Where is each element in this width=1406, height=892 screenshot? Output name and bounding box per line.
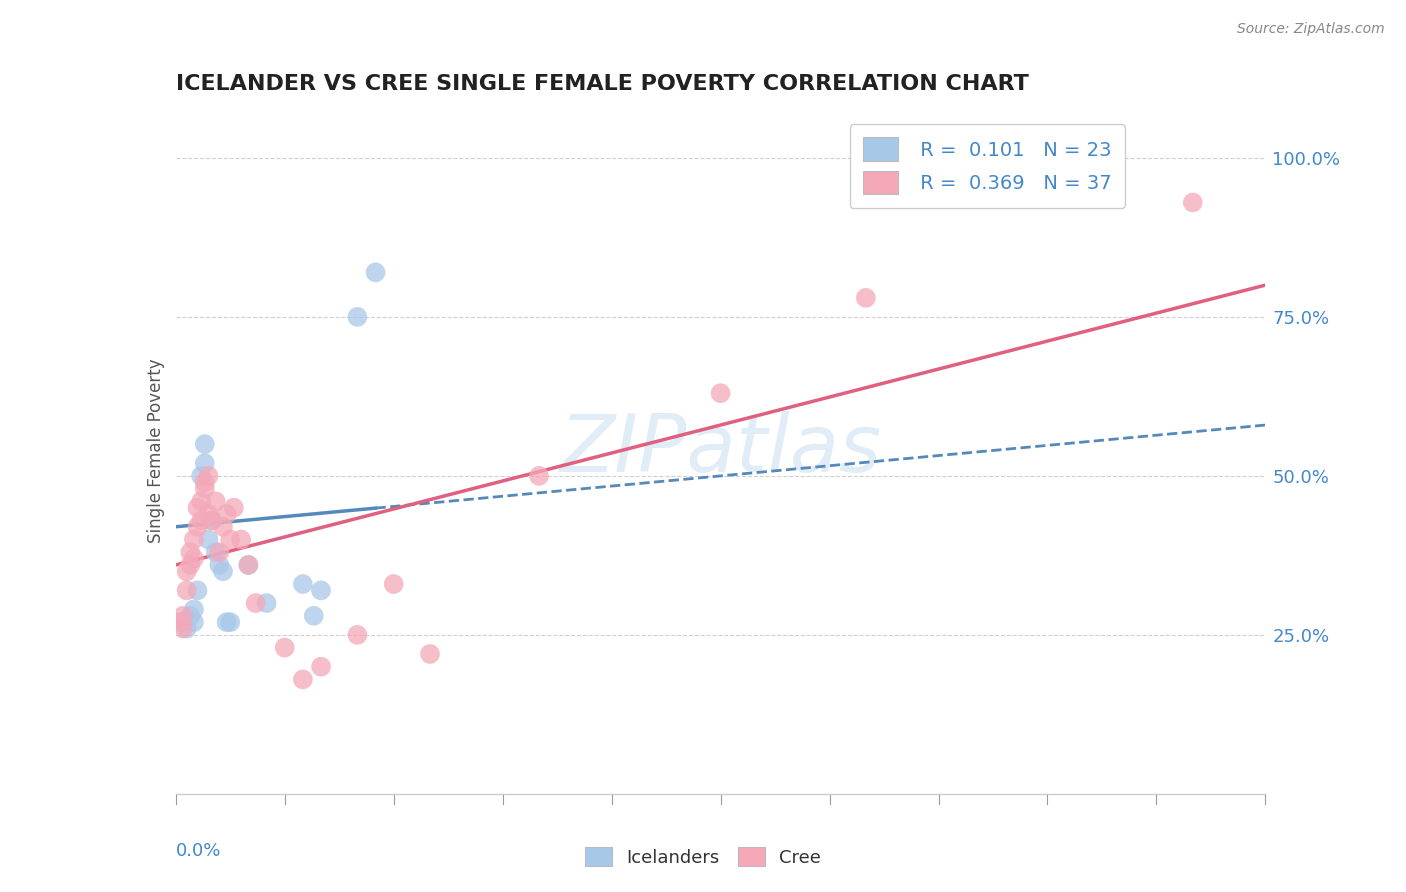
Point [204,494,226,508]
Point [172,608,194,623]
Point [208,558,231,572]
Point [179,558,201,572]
Point [194,456,217,470]
Point [291,673,314,687]
Point [176,622,198,636]
Point [169,615,191,630]
Point [176,583,198,598]
Point [527,469,550,483]
Point [212,564,235,578]
Point [190,469,212,483]
Point [855,291,877,305]
Point [256,596,278,610]
Point [364,265,387,279]
Point [186,500,209,515]
Point [186,583,209,598]
Point [346,628,368,642]
Point [309,583,332,598]
Point [222,500,245,515]
Point [194,437,217,451]
Point [201,513,224,527]
Text: ZIPatlas: ZIPatlas [560,411,882,490]
Point [186,520,209,534]
Point [215,615,238,630]
Point [710,386,733,401]
Point [197,469,219,483]
Point [302,608,325,623]
Point [245,596,267,610]
Text: 0.0%: 0.0% [176,842,221,860]
Point [172,622,194,636]
Point [176,564,198,578]
Point [219,533,242,547]
Point [346,310,368,324]
Point [201,513,224,527]
Legend:  R =  0.101   N = 23,  R =  0.369   N = 37: R = 0.101 N = 23, R = 0.369 N = 37 [849,124,1125,208]
Point [382,577,405,591]
Point [197,533,219,547]
Point [183,551,205,566]
Point [172,615,194,630]
Text: Source: ZipAtlas.com: Source: ZipAtlas.com [1237,22,1385,37]
Point [194,475,217,490]
Point [238,558,260,572]
Point [238,558,260,572]
Point [208,545,231,559]
Point [419,647,441,661]
Point [274,640,297,655]
Point [179,545,201,559]
Point [1181,195,1204,210]
Point [190,494,212,508]
Point [183,615,205,630]
Legend: Icelanders, Cree: Icelanders, Cree [578,840,828,874]
Point [183,533,205,547]
Point [194,482,217,496]
Point [190,513,212,527]
Point [183,602,205,616]
Point [291,577,314,591]
Point [212,520,235,534]
Point [215,507,238,521]
Y-axis label: Single Female Poverty: Single Female Poverty [146,359,165,542]
Point [219,615,242,630]
Point [231,533,253,547]
Point [204,545,226,559]
Point [309,659,332,673]
Text: ICELANDER VS CREE SINGLE FEMALE POVERTY CORRELATION CHART: ICELANDER VS CREE SINGLE FEMALE POVERTY … [176,74,1029,95]
Point [197,507,219,521]
Point [179,608,201,623]
